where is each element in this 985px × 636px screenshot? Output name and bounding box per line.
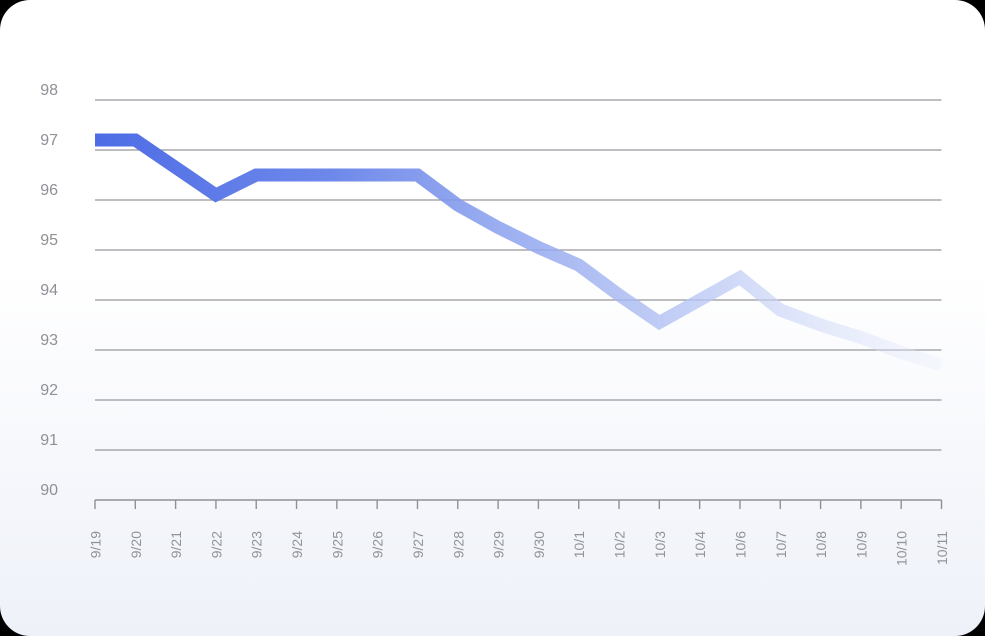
x-axis-tick-label: 10/9 xyxy=(853,531,869,558)
x-axis-tick-label: 9/24 xyxy=(289,531,305,558)
x-axis-tick-label: 9/25 xyxy=(329,531,345,558)
y-axis-tick-label: 95 xyxy=(40,232,58,249)
y-axis-tick-label: 97 xyxy=(40,132,58,149)
x-axis-tick-label: 10/2 xyxy=(612,531,628,558)
x-axis-tick-label: 10/8 xyxy=(813,531,829,558)
x-axis-tick-label: 9/27 xyxy=(410,531,426,558)
y-axis-labels: 98 97 96 95 94 93 92 91 90 xyxy=(40,82,58,499)
trend-line xyxy=(95,133,944,372)
x-axis-labels: 9/19 9/20 9/21 9/22 9/23 9/24 9/25 9/26 9/27 9/28… xyxy=(88,531,951,566)
y-axis-tick-label: 96 xyxy=(40,182,58,199)
x-axis-tick-label: 9/19 xyxy=(88,531,104,558)
x-axis-tick-label: 10/6 xyxy=(732,531,748,558)
x-axis-tick-label: 9/26 xyxy=(370,531,386,558)
x-axis-tick-label: 9/23 xyxy=(249,531,265,558)
y-axis-tick-label: 93 xyxy=(40,332,58,349)
x-axis-tick-label: 10/7 xyxy=(773,531,789,558)
x-axis-tick-label: 10/10 xyxy=(894,531,910,566)
y-gridlines xyxy=(95,99,942,451)
y-axis-tick-label: 91 xyxy=(40,432,58,449)
x-axis-tick-label: 10/3 xyxy=(652,531,668,558)
x-axis xyxy=(94,499,943,509)
y-axis-tick-label: 92 xyxy=(40,382,58,399)
x-axis-tick-label: 10/1 xyxy=(571,531,587,558)
y-axis-tick-label: 98 xyxy=(40,82,58,99)
x-axis-tick-label: 9/20 xyxy=(128,531,144,558)
x-axis-tick-label: 9/21 xyxy=(168,531,184,558)
x-axis-tick-label: 9/29 xyxy=(491,531,507,558)
x-axis-tick-label: 9/30 xyxy=(531,531,547,558)
x-axis-tick-label: 10/4 xyxy=(692,531,708,558)
x-axis-tick-label: 9/28 xyxy=(450,531,466,558)
x-axis-tick-label: 10/11 xyxy=(934,531,950,565)
y-axis-tick-label: 94 xyxy=(40,282,58,299)
y-axis-tick-label: 90 xyxy=(40,482,58,499)
x-axis-tick-label: 9/22 xyxy=(208,531,224,558)
